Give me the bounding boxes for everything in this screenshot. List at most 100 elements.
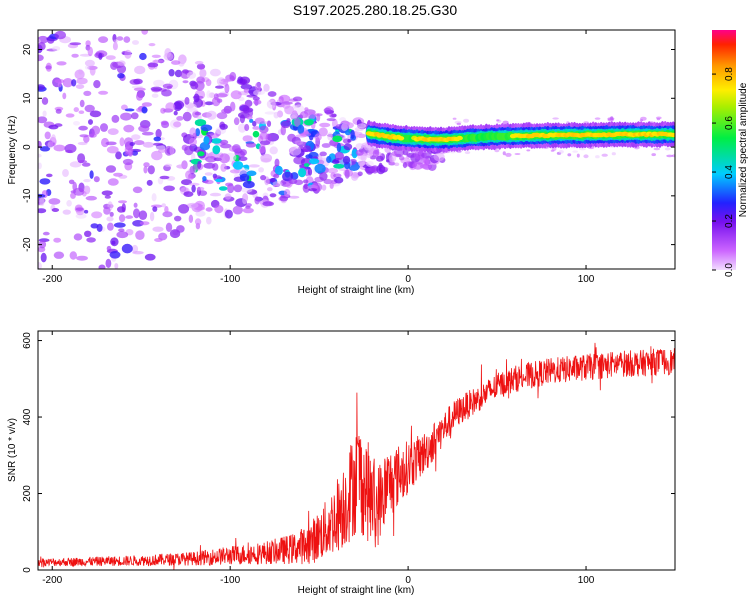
spectrogram-cell — [152, 226, 164, 232]
spectrogram-cell — [73, 107, 80, 113]
spectrogram-cell — [159, 175, 170, 180]
spectrogram-cell — [105, 55, 116, 60]
spectrogram-cell — [254, 196, 260, 205]
spectrogram-cell — [101, 137, 109, 148]
spectrogram-cell — [117, 73, 125, 79]
spectrogram-cell — [298, 168, 307, 178]
spectrogram-cell — [333, 163, 345, 169]
spectrogram-cell — [350, 129, 355, 139]
spectrogram-cell — [314, 163, 326, 174]
spectrogram-cell — [252, 126, 261, 130]
spectrogram-cell — [206, 90, 211, 99]
spectrogram-cell — [375, 155, 384, 162]
spectrogram-cell — [125, 215, 134, 219]
spectrogram-cell — [89, 110, 102, 118]
spectrogram-y-label: Frequency (Hz) — [7, 116, 18, 185]
spectrogram-cell — [303, 179, 309, 184]
spectrogram-cell — [124, 145, 133, 154]
spectrogram-cell — [121, 203, 126, 213]
spectrogram-cell — [514, 153, 521, 155]
snr-y-ticks: 0 200 400 600 — [22, 332, 675, 573]
spectrogram-cell — [173, 121, 182, 128]
spectrogram-cell — [40, 252, 47, 263]
spectrogram-cell — [330, 172, 336, 180]
spectrogram-cell — [69, 42, 82, 46]
spectrogram-cell — [601, 153, 608, 157]
spectrogram-cell — [160, 120, 169, 126]
spectrogram-cell — [101, 190, 113, 196]
spectrogram-cell — [107, 178, 119, 186]
spectrogram-cell — [262, 201, 275, 207]
spectrogram-x-label: Height of straight line (km) — [298, 285, 415, 296]
spectrogram-cell — [196, 186, 205, 191]
spectrogram-cell — [107, 128, 119, 136]
spectrogram-cell — [269, 193, 277, 198]
spectrogram-cell — [84, 59, 95, 67]
spectrogram-cell — [494, 149, 500, 153]
spectrogram-cell — [196, 76, 206, 84]
spectrogram-cell — [576, 153, 580, 158]
spectrogram-cell — [279, 195, 289, 202]
spectrogram-cell — [113, 172, 123, 177]
spectrogram-cell — [131, 134, 141, 140]
spectrogram-cell — [308, 188, 318, 192]
spectrogram-cell — [185, 170, 192, 180]
spectrogram-cell — [73, 121, 80, 126]
spectrogram-cell — [144, 253, 156, 261]
spectrogram-cell — [267, 91, 277, 97]
spectrogram-cell — [165, 102, 176, 112]
spectrogram-cell — [105, 258, 112, 268]
spectrogram-cell — [53, 251, 65, 259]
spectrogram-cell — [219, 123, 228, 130]
spectrogram-cell — [116, 231, 129, 239]
spectrogram-cell — [168, 69, 175, 77]
spectrogram-cell — [106, 146, 119, 154]
spectrogram-cell — [194, 119, 207, 127]
spectrogram-cell — [266, 120, 272, 127]
spectrogram-cell — [150, 204, 163, 208]
spectrogram-cell — [399, 156, 405, 161]
spectrogram-cell — [203, 179, 214, 185]
spectrogram-cell — [142, 141, 155, 148]
spectrogram-cell — [282, 171, 294, 182]
spectrogram-cell — [197, 151, 205, 157]
spectrogram-cell — [355, 129, 360, 137]
spectrogram-cell — [355, 149, 364, 156]
spectrogram-cell — [76, 255, 88, 261]
spectrogram-cell — [155, 128, 162, 139]
spectrogram-cell — [274, 165, 283, 176]
spectrogram-cell — [71, 53, 79, 58]
spectrogram-cell — [305, 154, 313, 159]
spectrogram-cell — [331, 159, 340, 164]
spectrogram-cell — [258, 167, 264, 173]
spectrogram-cell — [232, 205, 243, 215]
spectrogram-cell — [134, 65, 146, 75]
spectrogram-cell — [252, 96, 260, 101]
spectrogram-cell — [62, 169, 69, 177]
spectrogram-y-tick-label: -20 — [22, 237, 33, 252]
spectrogram-cell — [151, 93, 159, 98]
spectrogram-cell — [118, 214, 126, 223]
spectrogram-cell — [220, 163, 227, 172]
spectrogram-cell — [259, 125, 269, 134]
spectrogram-cell — [81, 162, 91, 167]
spectrogram-cell — [260, 175, 267, 181]
spectrogram-cell — [190, 81, 199, 90]
spectrogram-cell — [69, 251, 78, 260]
spectrogram-cell — [327, 167, 339, 174]
spectrogram-cell — [292, 105, 298, 109]
spectrogram-cell — [273, 173, 280, 179]
spectrogram-cell — [230, 90, 242, 100]
spectrogram-x-ticks: -200 -100 0 100 — [42, 30, 595, 285]
spectrogram-cell — [308, 158, 320, 165]
spectrogram-cell — [161, 203, 166, 208]
spectrogram-ridge-cell — [670, 132, 675, 138]
spectrogram-cell — [182, 69, 189, 74]
spectrogram-cell — [412, 161, 424, 170]
spectrogram-cell — [233, 117, 240, 126]
spectrogram-cell — [205, 153, 213, 157]
spectrogram-cell — [136, 92, 143, 101]
spectrogram-cell — [153, 142, 164, 146]
spectrogram-cell — [203, 136, 210, 145]
spectrogram-cell — [463, 118, 470, 123]
